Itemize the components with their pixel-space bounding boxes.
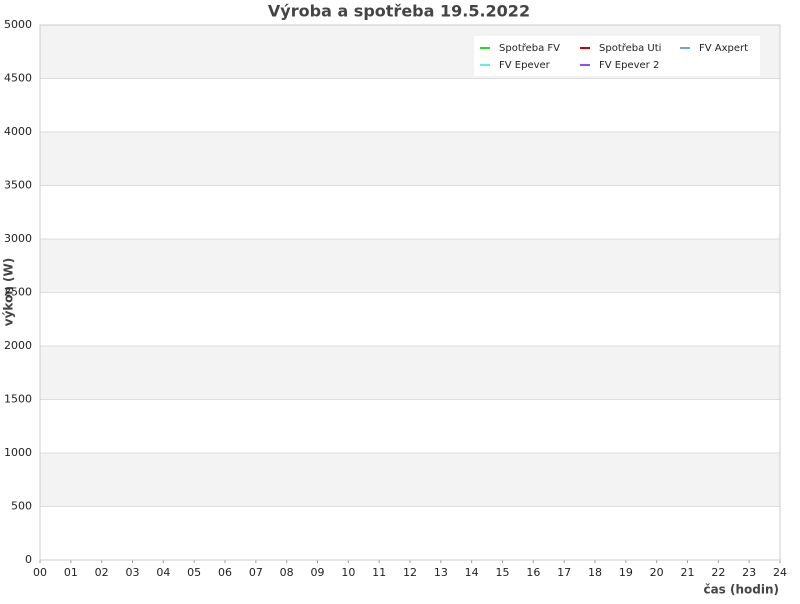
grid-band [40,346,780,400]
x-tick-label: 17 [557,566,571,579]
legend-label: FV Epever 2 [599,60,659,71]
grid-band [40,132,780,186]
legend-label: Spotřeba FV [499,42,560,54]
y-tick-label: 5000 [4,18,32,31]
x-tick-label: 19 [619,566,633,579]
legend-label: FV Axpert [699,43,748,54]
x-tick-label: 23 [742,566,756,579]
x-tick-label: 11 [372,566,386,579]
y-tick-label: 500 [11,500,32,513]
x-tick-label: 15 [496,566,510,579]
legend-box [474,36,760,76]
x-tick-label: 09 [311,566,325,579]
x-tick-label: 13 [434,566,448,579]
legend-label: Spotřeba Uti [599,42,661,54]
x-tick-label: 10 [341,566,355,579]
x-tick-label: 00 [33,566,47,579]
x-tick-label: 14 [465,566,479,579]
y-tick-label: 3500 [4,179,32,192]
y-tick-label: 1000 [4,446,32,459]
x-tick-label: 07 [249,566,263,579]
y-tick-label: 0 [25,553,32,566]
x-tick-label: 18 [588,566,602,579]
x-tick-label: 24 [773,566,787,579]
y-tick-label: 4000 [4,125,32,138]
x-tick-label: 08 [280,566,294,579]
y-axis-label: výkon (W) [2,258,16,326]
legend-label: FV Epever [499,60,551,71]
x-tick-label: 03 [126,566,140,579]
y-tick-label: 2500 [4,286,32,299]
y-tick-label: 4500 [4,72,32,85]
x-tick-label: 12 [403,566,417,579]
x-tick-label: 02 [95,566,109,579]
x-tick-label: 04 [156,566,170,579]
y-tick-label: 1500 [4,393,32,406]
x-tick-label: 16 [526,566,540,579]
y-tick-label: 2000 [4,339,32,352]
x-tick-label: 05 [187,566,201,579]
x-tick-label: 22 [711,566,725,579]
plot-border [39,24,781,561]
x-axis-label: čas (hodin) [703,583,779,597]
x-tick-label: 06 [218,566,232,579]
x-tick-label: 21 [681,566,695,579]
x-tick-label: 01 [64,566,78,579]
chart-title: Výroba a spotřeba 19.5.2022 [268,2,530,21]
y-tick-label: 3000 [4,232,32,245]
grid-band [40,453,780,507]
x-tick-label: 20 [650,566,664,579]
grid-band [40,239,780,293]
